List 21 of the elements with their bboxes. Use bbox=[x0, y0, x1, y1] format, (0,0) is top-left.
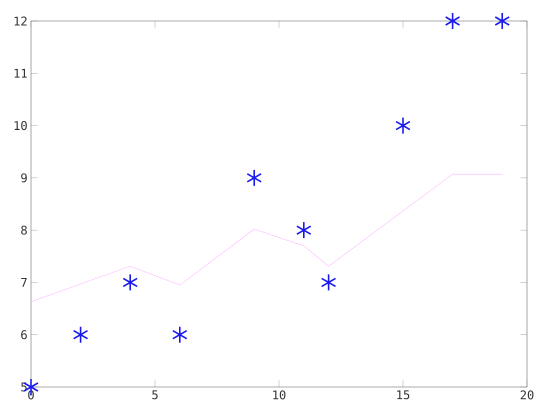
x-tick-label: 10 bbox=[273, 390, 286, 400]
point bbox=[246, 169, 262, 187]
y-tick-label: 6 bbox=[21, 330, 27, 340]
x-tick-label: 5 bbox=[152, 390, 158, 400]
point bbox=[296, 221, 312, 239]
y-tick-label: 10 bbox=[14, 121, 27, 130]
y-tick-label: 11 bbox=[14, 68, 27, 78]
point bbox=[395, 116, 411, 134]
y-tick-label: 9 bbox=[21, 173, 27, 182]
point bbox=[320, 274, 336, 292]
point bbox=[494, 12, 510, 30]
x-tick-label: 15 bbox=[397, 390, 410, 400]
point bbox=[72, 326, 88, 344]
point bbox=[444, 12, 460, 30]
y-tick-label: 7 bbox=[21, 278, 27, 287]
y-tick-label: 12 bbox=[14, 16, 27, 26]
point bbox=[122, 274, 138, 292]
point bbox=[172, 326, 188, 344]
line-series bbox=[30, 174, 502, 302]
x-tick-label: 20 bbox=[520, 390, 534, 400]
y-tick-label: 8 bbox=[21, 226, 27, 235]
